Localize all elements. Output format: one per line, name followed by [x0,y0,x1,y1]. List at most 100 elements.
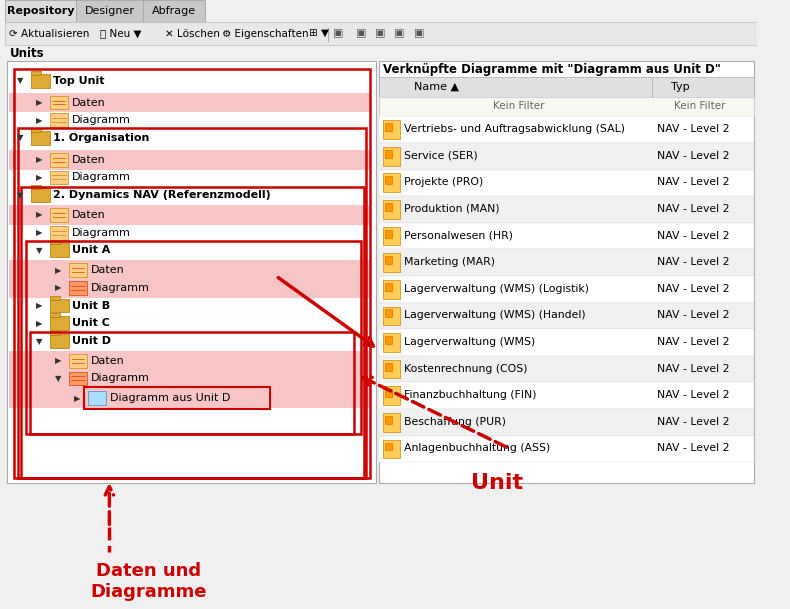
Bar [382,147,400,166]
Bar [385,123,392,131]
Text: 🗋 Neu ▼: 🗋 Neu ▼ [100,29,141,38]
Text: Vertriebs- und Auftragsabwicklung (SAL): Vertriebs- und Auftragsabwicklung (SAL) [404,124,626,134]
Bar [32,128,41,132]
Bar [84,387,270,409]
Text: Service (SER): Service (SER) [404,150,478,161]
Text: Repository: Repository [6,6,74,16]
Text: Projekte (PRO): Projekte (PRO) [404,177,483,188]
Bar [51,244,70,257]
Text: NAV - Level 2: NAV - Level 2 [656,337,729,347]
Text: NAV - Level 2: NAV - Level 2 [656,150,729,161]
Text: NAV - Level 2: NAV - Level 2 [656,177,729,188]
Bar [378,97,754,116]
Text: Finanzbuchhaltung (FIN): Finanzbuchhaltung (FIN) [404,390,537,400]
Text: Abfrage: Abfrage [152,6,196,16]
Bar [14,69,371,478]
Bar [382,440,400,459]
Text: Diagramm: Diagramm [92,283,150,293]
Bar [378,435,754,462]
Text: Kein Filter: Kein Filter [674,102,725,111]
Bar [51,317,70,330]
Text: Units: Units [9,47,44,60]
Text: Diagramm: Diagramm [72,115,131,125]
Bar [21,187,363,478]
Bar [382,120,400,139]
Text: ✕ Löschen: ✕ Löschen [164,29,220,38]
Bar [5,22,757,45]
Text: Unit: Unit [471,473,523,493]
Bar [385,203,392,211]
Bar [385,150,392,158]
Text: Beschaffung (PUR): Beschaffung (PUR) [404,417,506,427]
Text: ⚙ Eigenschaften: ⚙ Eigenschaften [222,29,308,38]
Bar [51,96,67,110]
Text: Designer: Designer [85,6,134,16]
Bar [32,188,51,202]
Bar [378,196,754,223]
Text: Lagerverwaltung (WMS) (Logistik): Lagerverwaltung (WMS) (Logistik) [404,284,589,294]
Text: Kein Filter: Kein Filter [493,102,544,111]
Text: ▶: ▶ [36,155,42,164]
Text: NAV - Level 2: NAV - Level 2 [656,364,729,373]
Bar [382,360,400,378]
Bar [385,309,392,317]
Text: 2. Dynamics NAV (Referenzmodell): 2. Dynamics NAV (Referenzmodell) [53,190,271,200]
Text: ▣: ▣ [375,29,386,38]
Text: NAV - Level 2: NAV - Level 2 [656,390,729,400]
Bar [51,334,70,348]
Bar [51,226,67,239]
Bar [382,174,400,192]
Bar [385,177,392,185]
Text: NAV - Level 2: NAV - Level 2 [656,231,729,241]
Bar [385,336,392,344]
Bar [70,354,87,368]
Text: NAV - Level 2: NAV - Level 2 [656,311,729,320]
Text: ▼: ▼ [17,76,23,85]
Bar [9,260,371,280]
Text: ▼: ▼ [36,246,42,255]
Text: NAV - Level 2: NAV - Level 2 [656,204,729,214]
Text: Lagerverwaltung (WMS): Lagerverwaltung (WMS) [404,337,536,347]
Text: Diagramm: Diagramm [72,172,131,183]
Bar [378,356,754,382]
Bar [5,0,76,22]
Text: Unit A: Unit A [72,245,111,255]
Bar [385,283,392,290]
Bar [9,389,371,408]
Bar [378,303,754,329]
Bar [378,77,754,97]
Text: Personalwesen (HR): Personalwesen (HR) [404,231,514,241]
Bar [88,392,106,405]
Bar [51,153,67,167]
Bar [382,413,400,432]
Text: Lagerverwaltung (WMS) (Handel): Lagerverwaltung (WMS) (Handel) [404,311,586,320]
Text: ▶: ▶ [36,98,42,107]
Bar [385,230,392,238]
Text: ▶: ▶ [55,266,62,275]
Bar [18,128,367,478]
Text: Daten: Daten [72,97,106,108]
Bar [51,296,60,300]
Bar [378,61,754,483]
Text: ▶: ▶ [36,116,42,125]
Text: Marketing (MAR): Marketing (MAR) [404,257,495,267]
Text: Anlagenbuchhaltung (ASS): Anlagenbuchhaltung (ASS) [404,443,551,454]
Text: ▣: ▣ [394,29,405,38]
Bar [30,332,354,434]
Bar [382,333,400,352]
Bar [51,298,70,312]
Bar [51,331,60,335]
Bar [32,131,51,145]
Text: ▣: ▣ [333,29,343,38]
Text: Unit B: Unit B [72,300,111,311]
Bar [51,171,67,185]
Bar [51,208,67,222]
Text: ⊞ ▼: ⊞ ▼ [310,29,329,38]
Bar [25,242,361,434]
Bar [9,93,371,112]
Bar [382,200,400,219]
Text: ▶: ▶ [36,173,42,182]
Bar [9,368,371,389]
Bar [51,113,67,127]
Bar [382,280,400,298]
